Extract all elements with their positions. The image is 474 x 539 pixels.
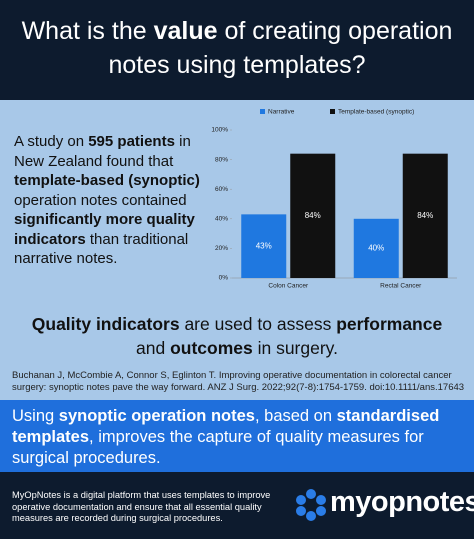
value-label: 40% [368,244,384,253]
text-run: synoptic operation notes [58,407,255,425]
value-label: 84% [417,211,433,220]
y-tick-label: 20% [215,245,228,252]
text-run: of creating operation notes using templa… [108,17,453,79]
text-run: in New Zealand found that [14,133,191,170]
text-run: than traditional narrative notes. [14,230,189,268]
text-run: are used to assess [179,314,337,334]
legend-label: Narrative [268,109,295,116]
y-tick-label: 100% [211,127,228,134]
text-run: and [136,338,171,358]
chart: 0% 20% 40% 60% 80% 100% Narrative Template-base… [211,109,457,290]
bar [353,218,399,278]
y-tick-label: 40% [215,216,228,223]
bar [290,153,336,278]
logo-text: myopnotes [330,486,474,518]
legend-label: Template-based (synoptic) [338,109,414,116]
text-run: outcomes [170,338,253,358]
text-run: What is the [21,17,154,45]
x-tick-label: Rectal Cancer [380,283,422,290]
bar [402,153,448,278]
text-run: significantly more quality indicators [14,211,195,248]
footer: MyOpNotes is a digital platform that use… [0,472,474,539]
text-run: performance [336,314,443,334]
text-run: Quality indicators [31,314,180,334]
text-run: operation notes contained [14,191,187,209]
y-tick-label: 60% [215,186,228,193]
logo-icon [296,489,326,521]
text-run: value [153,17,218,45]
value-label: 43% [256,241,272,250]
y-tick-label: 80% [215,156,228,163]
text-run: , improves the capture of quality measur… [12,428,424,467]
legend-swatch [260,109,265,114]
citation: Buchanan J, McCombie A, Connor S, Eglint… [12,370,465,393]
x-tick-label: Colon Cancer [268,283,309,290]
statement: Quality indicators are used to assess pe… [30,312,444,360]
callout: Using synoptic operation notes, based on… [0,400,474,472]
title: What is the value of creating operation … [0,0,474,100]
text-run: in surgery. [252,338,338,358]
bar [241,214,287,278]
y-tick-label: 0% [219,275,229,282]
footer-text: MyOpNotes is a digital platform that use… [12,490,271,523]
intro-text: A study on 595 patients in New Zealand f… [14,132,210,269]
text-run: , based on [254,407,337,425]
text-run: Using [12,407,59,425]
text-run: template-based (synoptic) [14,172,200,189]
text-run: A study on [14,133,89,150]
text-run: standardised templates [12,407,440,446]
value-label: 84% [305,211,321,220]
legend-swatch [330,109,335,114]
text-run: 595 patients [88,133,175,150]
